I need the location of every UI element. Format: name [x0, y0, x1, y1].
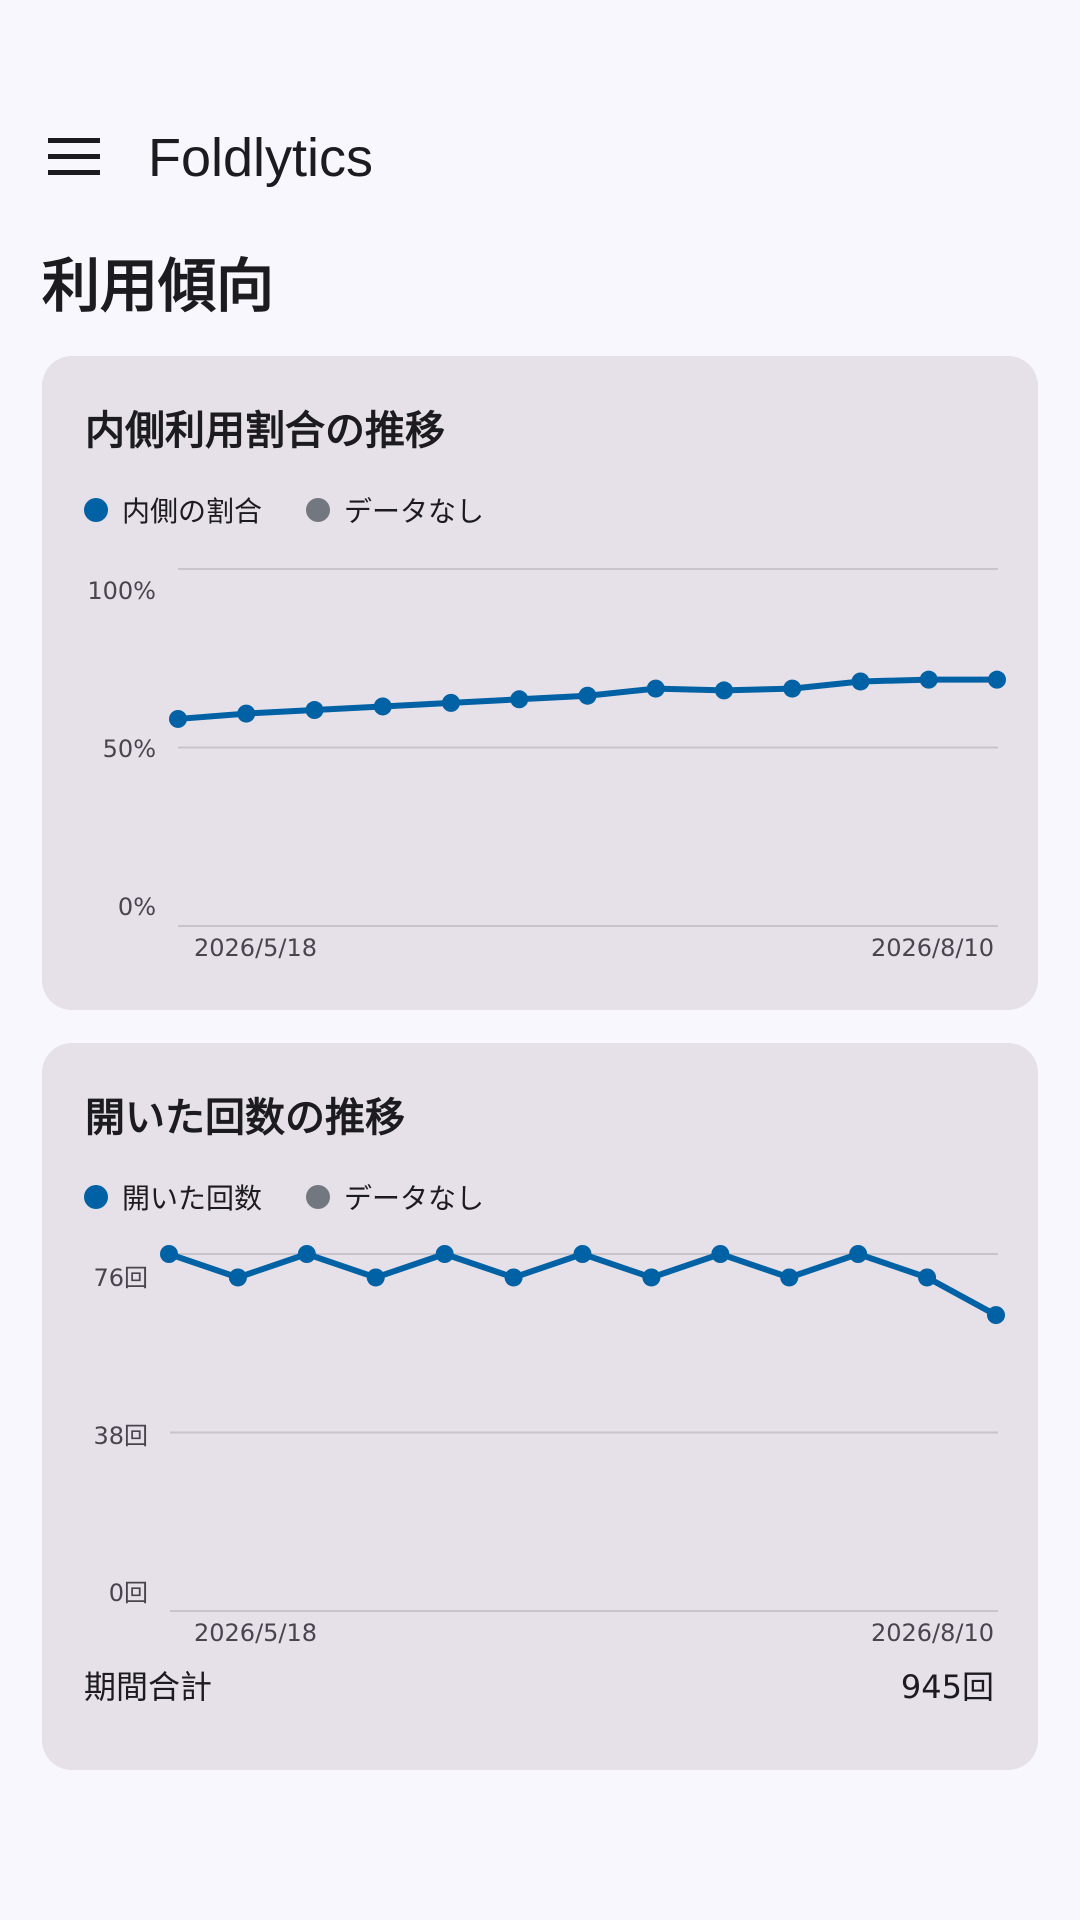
- hamburger-menu-icon: [48, 138, 100, 175]
- legend-label: 開いた回数: [122, 1182, 263, 1215]
- y-tick-label: 50%: [103, 735, 156, 763]
- y-tick-label: 38回: [93, 1422, 148, 1450]
- chart-legend: 内側の割合 データなし: [84, 490, 528, 530]
- data-point: [228, 1268, 247, 1287]
- data-point: [711, 1245, 730, 1263]
- data-point: [783, 679, 802, 698]
- summary-label: 期間合計: [84, 1668, 213, 1706]
- card-title: 内側利用割合の推移: [85, 408, 445, 454]
- data-point: [919, 670, 938, 689]
- data-point: [366, 1268, 385, 1287]
- data-point: [504, 1268, 523, 1287]
- data-point: [851, 672, 870, 691]
- x-tick-label: 2026/5/18: [194, 1619, 317, 1647]
- legend-item-no-data: データなし: [306, 490, 484, 530]
- open-count-line-chart: 76回 38回 0回 2026/5/18 2026/8/10: [93, 1245, 1005, 1647]
- data-point: [160, 1245, 178, 1263]
- data-point: [988, 670, 1006, 689]
- legend-dot-icon: [306, 1185, 331, 1209]
- legend-label: データなし: [344, 1182, 485, 1215]
- data-point: [573, 1245, 592, 1263]
- data-point: [237, 704, 256, 723]
- legend-dot-icon: [84, 1185, 108, 1209]
- x-tick-label: 2026/8/10: [871, 934, 994, 962]
- data-point: [169, 709, 187, 728]
- card-title: 開いた回数の推移: [85, 1095, 405, 1141]
- legend-label: データなし: [344, 495, 485, 528]
- y-tick-label: 100%: [87, 577, 156, 605]
- data-point: [918, 1268, 937, 1287]
- data-point: [646, 679, 665, 698]
- data-point: [642, 1268, 661, 1287]
- data-point: [715, 681, 733, 700]
- y-tick-label: 0%: [118, 893, 156, 921]
- x-tick-label: 2026/5/18: [194, 934, 317, 962]
- page-title: 利用傾向: [42, 252, 275, 320]
- y-tick-label: 0回: [109, 1579, 148, 1607]
- menu-button[interactable]: [36, 122, 112, 194]
- data-point: [578, 686, 597, 705]
- chart-legend: 開いた回数 データなし: [84, 1177, 528, 1217]
- data-point: [780, 1268, 799, 1287]
- summary-value: 945回: [900, 1668, 994, 1706]
- legend-label: 内側の割合: [122, 495, 263, 528]
- data-point: [297, 1245, 316, 1263]
- data-point: [987, 1306, 1005, 1325]
- x-tick-label: 2026/8/10: [871, 1619, 994, 1647]
- data-point: [373, 697, 392, 716]
- data-point: [510, 690, 529, 709]
- app-title: Foldlytics: [148, 128, 374, 188]
- y-tick-label: 76回: [93, 1264, 148, 1292]
- legend-item-no-data: データなし: [306, 1177, 484, 1217]
- data-point: [849, 1245, 868, 1263]
- inner-ratio-card: 内側利用割合の推移 内側の割合 データなし 100% 50% 0% 2026/5/18…: [42, 356, 1038, 1010]
- legend-dot-icon: [306, 498, 331, 522]
- legend-dot-icon: [84, 498, 108, 522]
- inner-ratio-line-chart: 100% 50% 0% 2026/5/18 2026/8/10: [87, 568, 1006, 962]
- top-app-bar: Foldlytics: [0, 100, 1080, 216]
- legend-item-series: 内側の割合: [84, 490, 262, 530]
- open-count-card: 開いた回数の推移 開いた回数 データなし 76回 38回 0回 2026/5/18 20…: [42, 1043, 1038, 1770]
- data-point: [442, 693, 460, 712]
- legend-item-series: 開いた回数: [84, 1177, 262, 1217]
- series-line: [166, 1251, 999, 1319]
- data-point: [305, 701, 324, 720]
- data-point: [435, 1245, 454, 1263]
